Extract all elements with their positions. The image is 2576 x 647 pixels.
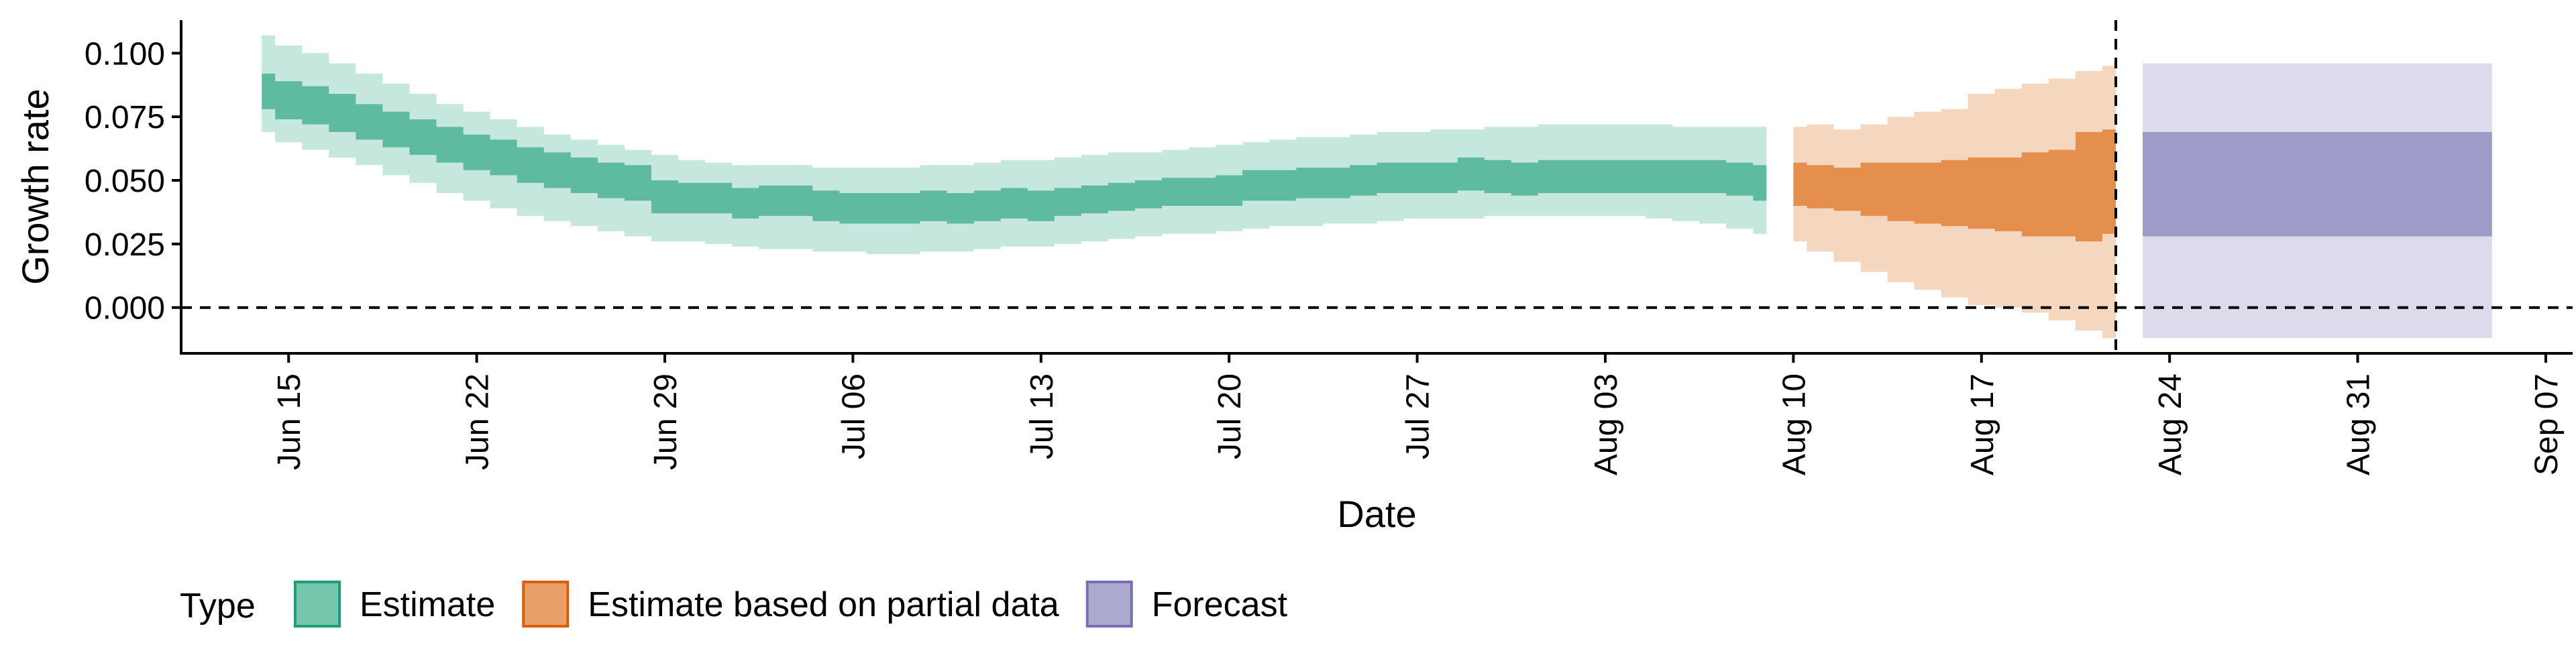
x-tick-label: Jun 22	[460, 373, 496, 470]
y-tick-label: 0.025	[85, 227, 165, 263]
legend-key-forecast	[1085, 581, 1133, 628]
y-tick-label: 0.050	[85, 164, 165, 199]
x-tick-label: Aug 31	[2341, 373, 2377, 475]
y-axis-title: Growth rate	[14, 89, 56, 285]
forecast-inner-band	[2143, 131, 2492, 237]
x-tick-label: Jul 27	[1401, 373, 1436, 459]
x-tick-label: Aug 03	[1589, 373, 1624, 475]
legend-key-estimate-based-on-partial-data	[522, 581, 570, 628]
legend-label-forecast: Forecast	[1152, 585, 1288, 624]
x-tick-label: Aug 17	[1965, 373, 2000, 475]
reference-lines	[181, 20, 2573, 353]
y-tick-label: 0.000	[85, 291, 165, 327]
y-tick-label: 0.100	[85, 36, 165, 72]
legend-key-estimate	[294, 581, 341, 628]
axes	[180, 20, 2573, 355]
y-tick-label: 0.075	[85, 100, 165, 135]
legend-label-estimate-based-on-partial-data: Estimate based on partial data	[588, 585, 1059, 624]
estimate-inner-band	[262, 73, 1767, 224]
ticks: 0.000 0.025 0.050 0.075 0.100 Jun 15 Jun 22 Jun…	[85, 36, 2565, 475]
estimate-based-on-partial-data-inner-band	[1793, 129, 2116, 242]
x-tick-label: Sep 07	[2529, 373, 2565, 475]
x-tick-label: Aug 10	[1776, 373, 1812, 475]
x-tick-label: Jul 13	[1024, 373, 1060, 459]
x-tick-label: Jun 15	[272, 373, 307, 470]
legend: Type Estimate Estimate based on partial d…	[180, 581, 1288, 628]
x-tick-label: Jul 06	[836, 373, 871, 459]
x-tick-label: Aug 24	[2153, 373, 2188, 475]
bands-layer	[262, 35, 2492, 339]
x-tick-label: Jul 20	[1212, 373, 1248, 459]
x-axis-title: Date	[1337, 493, 1416, 535]
legend-title: Type	[180, 587, 256, 626]
legend-label-estimate: Estimate	[360, 585, 495, 624]
x-tick-label: Jun 29	[648, 373, 684, 470]
